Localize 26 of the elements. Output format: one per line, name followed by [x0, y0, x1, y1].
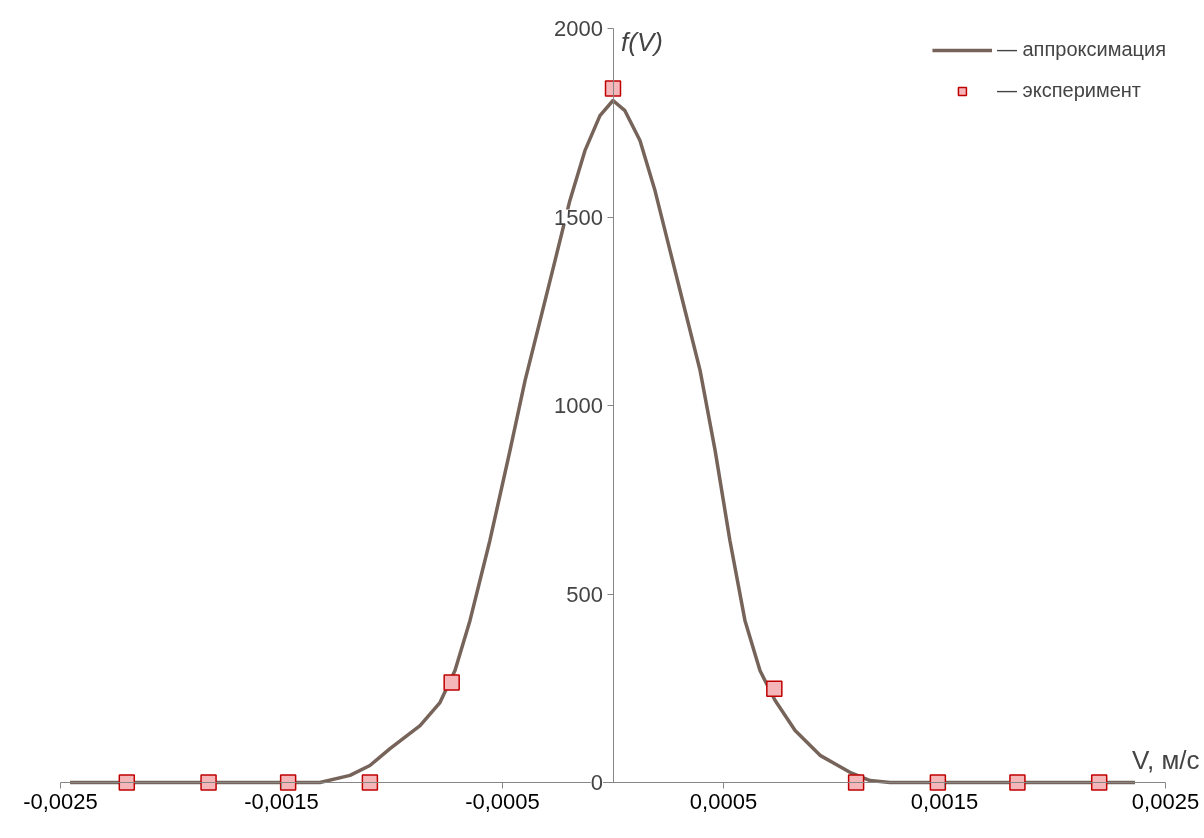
- y-tick-label: 2000: [554, 16, 604, 41]
- x-tick-label: 0,0025: [1131, 788, 1200, 814]
- point: [200, 774, 217, 791]
- y-tick-label: 500: [566, 581, 604, 607]
- point: [929, 774, 947, 791]
- y-axis-title: f(V): [621, 26, 663, 57]
- y-tick-label: 0: [590, 770, 604, 795]
- x-tick-label: -0,0015: [244, 788, 319, 814]
- point: [279, 774, 297, 791]
- point: [604, 80, 622, 97]
- x-tick-label: -0,0025: [23, 788, 98, 814]
- y-tick-label: 1000: [554, 393, 604, 418]
- point: [443, 674, 460, 691]
- legend-label: — аппроксимация: [996, 38, 1166, 61]
- legend-label: — эксперимент: [996, 79, 1141, 102]
- x-tick-label: 0,0015: [910, 788, 979, 814]
- point: [1009, 774, 1026, 791]
- point: [847, 774, 865, 791]
- point: [361, 774, 379, 791]
- point: [1090, 774, 1108, 791]
- point: [118, 774, 136, 791]
- x-tick-label: -0,0005: [465, 788, 540, 814]
- point: [766, 680, 783, 697]
- y-tick-label: 1500: [554, 204, 604, 230]
- x-axis-title: V, м/с: [1132, 744, 1200, 775]
- x-tick-label: 0,0005: [689, 788, 758, 814]
